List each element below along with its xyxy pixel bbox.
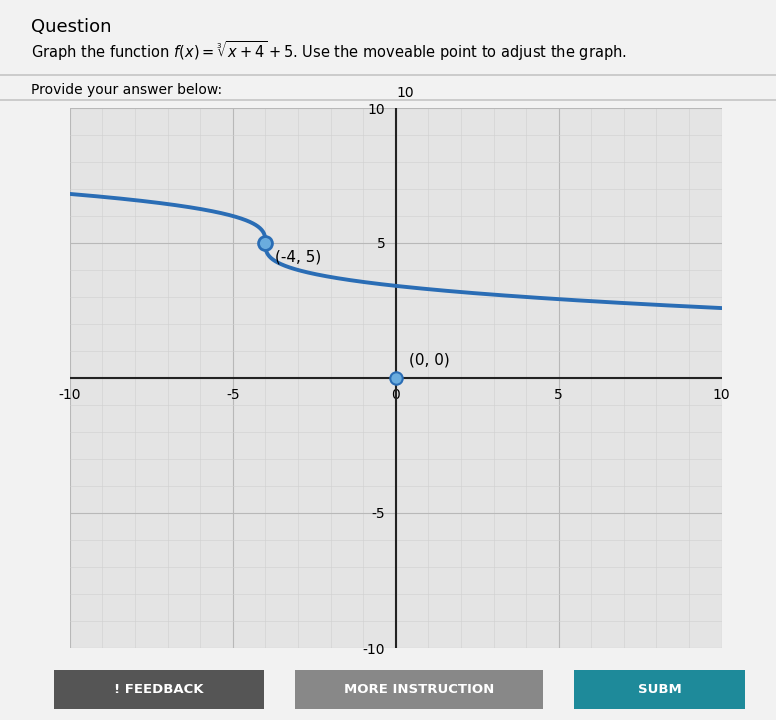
Text: (0, 0): (0, 0) — [409, 353, 449, 367]
Point — [390, 372, 402, 384]
Text: SUBM: SUBM — [638, 683, 681, 696]
Text: Graph the function $f(x) = \sqrt[3]{x + 4} + 5$. Use the moveable point to adjus: Graph the function $f(x) = \sqrt[3]{x + … — [31, 40, 627, 63]
Text: Question: Question — [31, 18, 112, 36]
Text: 10: 10 — [397, 86, 414, 100]
Text: (-4, 5): (-4, 5) — [275, 250, 321, 265]
Text: MORE INSTRUCTION: MORE INSTRUCTION — [344, 683, 494, 696]
Text: Provide your answer below:: Provide your answer below: — [31, 83, 222, 96]
Point — [259, 238, 272, 249]
Text: ! FEEDBACK: ! FEEDBACK — [114, 683, 204, 696]
